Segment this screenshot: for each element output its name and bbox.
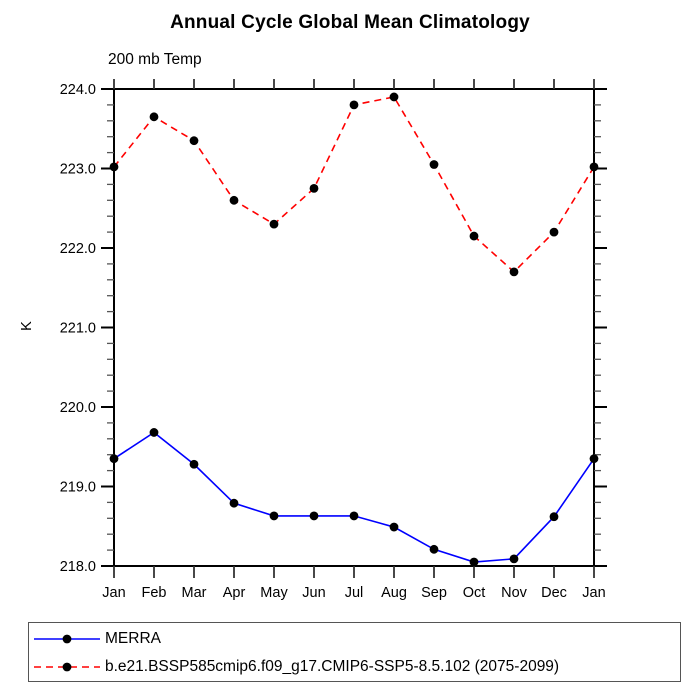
chart-subtitle: 200 mb Temp (108, 51, 202, 68)
x-tick-label: Oct (463, 585, 486, 601)
plot-area: 218.0 219.0 220.0 221.0 222.0 223.0 224.0 Jan Fe… (60, 79, 607, 601)
y-tick-label: 219.0 (60, 480, 96, 496)
data-point-series-0 (589, 454, 599, 464)
data-point-series-0 (149, 428, 159, 437)
data-point-series-1 (349, 100, 359, 110)
y-tick-label: 223.0 (60, 162, 96, 178)
data-point-series-0 (389, 522, 399, 532)
data-point-series-0 (109, 454, 119, 464)
x-tick-label: Jan (582, 585, 605, 601)
x-tick-label: Aug (381, 585, 407, 601)
data-point-series-0 (469, 557, 479, 567)
legend-label-merra: MERRA (105, 630, 161, 647)
data-point-series-0 (309, 511, 319, 521)
data-point-series-1 (149, 112, 159, 122)
y-tick-label: 224.0 (60, 82, 96, 98)
data-point-series-0 (269, 511, 279, 521)
plot-frame (113, 88, 595, 567)
x-tick-label: Sep (421, 585, 447, 601)
data-point-series-0 (229, 498, 239, 508)
legend-line-sample-solid (34, 634, 100, 644)
x-tick-label: Jul (345, 585, 364, 601)
y-tick-label: 220.0 (60, 400, 96, 416)
x-tick-label: Jun (302, 585, 325, 601)
legend-box: MERRA b.e21.BSSP585cmip6.f09_g17.CMIP6-S… (28, 622, 681, 682)
x-tick-label: Feb (142, 585, 167, 601)
data-point-series-1 (549, 227, 559, 237)
data-point-series-1 (229, 195, 239, 205)
data-point-series-1 (389, 92, 399, 102)
data-point-series-0 (509, 554, 519, 564)
chart-title: Annual Cycle Global Mean Climatology (170, 12, 530, 33)
x-tick-label: Nov (501, 585, 528, 601)
legend-marker-dot-icon (62, 662, 72, 672)
legend-item-model: b.e21.BSSP585cmip6.f09_g17.CMIP6-SSP5-8.… (29, 653, 680, 681)
legend-line-sample-dashed (34, 662, 100, 672)
series-line-0 (113, 431, 595, 563)
data-point-series-1 (589, 162, 599, 172)
y-tick-label: 218.0 (60, 559, 96, 575)
data-point-series-1 (469, 231, 479, 241)
x-tick-label: Jan (102, 585, 125, 601)
y-tick-label: 222.0 (60, 241, 96, 257)
data-point-series-1 (309, 183, 319, 193)
legend-marker-dot-icon (62, 634, 72, 644)
legend-item-merra: MERRA (29, 625, 680, 653)
x-tick-label: Mar (182, 585, 207, 601)
x-tick-label: May (260, 585, 288, 601)
x-tick-label: Apr (223, 585, 246, 601)
data-point-series-0 (549, 512, 559, 522)
data-point-series-0 (349, 511, 359, 521)
data-point-series-0 (189, 459, 199, 469)
data-point-series-1 (429, 160, 439, 169)
data-point-series-0 (429, 544, 439, 554)
data-point-series-1 (189, 136, 199, 146)
x-tick-label: Dec (541, 585, 567, 601)
data-point-series-1 (509, 267, 519, 277)
series-line-1 (113, 96, 595, 273)
y-tick-label: 221.0 (60, 321, 96, 337)
data-point-series-1 (109, 162, 119, 172)
data-point-series-1 (269, 219, 279, 229)
legend-label-model: b.e21.BSSP585cmip6.f09_g17.CMIP6-SSP5-8.… (105, 658, 560, 675)
